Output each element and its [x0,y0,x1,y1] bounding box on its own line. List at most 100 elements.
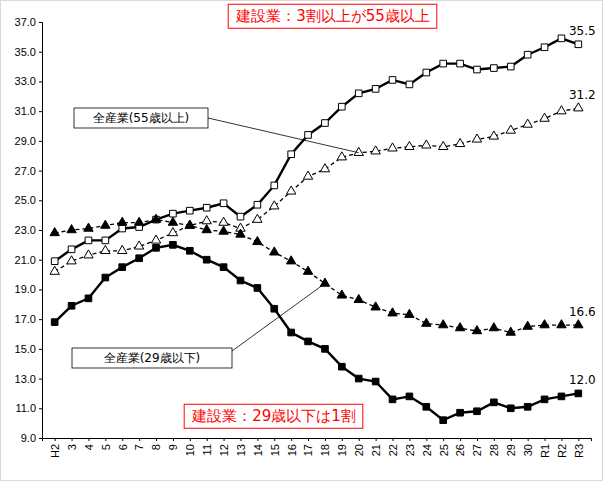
x-tick: 20 [353,438,365,456]
marker [303,266,312,274]
marker [286,186,295,194]
series-line [55,38,579,261]
x-tick-mark [443,438,444,441]
marker [574,320,583,328]
marker [170,210,177,217]
annotation: 建設業：3割以上が55歳以上 [228,4,437,28]
marker [322,120,329,127]
background [1,1,603,481]
x-tick-mark [207,438,208,441]
marker [237,213,244,220]
y-tick: 9.0 [21,432,42,444]
marker [185,220,194,228]
x-tick-mark [325,438,326,441]
x-tick: 16 [286,438,298,456]
marker [439,320,448,328]
y-tick: 35.0 [15,46,42,58]
marker [474,66,481,73]
marker [574,103,583,111]
x-tick: 18 [319,438,331,456]
y-tick-label: 33.0 [15,75,36,87]
marker [523,119,532,127]
x-tick-label: 21 [370,444,382,456]
x-tick: 14 [252,438,264,456]
x-tick-label: 25 [438,444,450,456]
x-tick: 24 [421,438,433,456]
series-line [55,108,579,271]
marker [355,90,362,97]
marker [388,143,397,151]
x-tick: 9 [167,438,179,450]
y-tick-label: 17.0 [15,313,36,325]
x-tick-mark [190,438,191,441]
marker [220,200,227,207]
marker [557,106,566,114]
callout-text: 全産業(29歳以下) [104,351,201,365]
marker [491,399,498,406]
x-tick-label: 4 [83,444,95,450]
x-tick: 11 [201,438,213,455]
x-tick-mark [426,438,427,441]
x-tick: R3 [573,438,585,458]
x-tick-mark [139,438,140,441]
annotation: 建設業：29歳以下は1割 [184,404,363,428]
marker [118,245,127,253]
x-tick: 13 [235,438,247,456]
y-tick-label: 23.0 [15,224,36,236]
marker [575,390,582,397]
x-tick-label: 11 [201,444,213,455]
marker [134,241,143,249]
marker [119,225,126,232]
y-tick: 33.0 [15,75,42,87]
marker [472,134,481,142]
y-axis-line [39,23,43,439]
x-tick: R1 [539,438,551,458]
x-tick: 25 [438,438,450,456]
marker [51,319,58,326]
marker [423,69,430,76]
marker [507,63,514,70]
marker [491,65,498,72]
x-tick-mark [359,438,360,441]
x-tick-label: R3 [573,444,585,458]
x-tick-label: R1 [539,444,551,458]
y-tick-mark [39,200,42,201]
x-tick-label: R2 [556,444,568,458]
marker [354,147,363,155]
x-tick: 3 [66,438,78,450]
y-tick-mark [39,319,42,320]
x-tick-label: 17 [302,444,314,456]
x-tick: 30 [522,438,534,456]
marker [185,220,194,228]
x-tick-mark [105,438,106,441]
marker [406,393,413,400]
x-tick: 8 [150,438,162,450]
marker [541,44,548,51]
marker [423,403,430,410]
marker [203,204,210,211]
y-tick: 27.0 [15,165,42,177]
x-tick: 17 [302,438,314,456]
marker [270,247,279,255]
marker [153,245,160,252]
y-tick: 29.0 [15,135,42,147]
x-tick-mark [460,438,461,441]
x-tick-mark [257,438,258,441]
x-tick-mark [240,438,241,441]
marker [354,294,363,302]
marker [489,323,498,331]
y-tick-mark [39,141,42,142]
x-tick-label: 23 [404,444,416,456]
y-tick: 31.0 [15,105,42,117]
marker [305,132,312,139]
x-tick: 7 [133,438,145,450]
marker [557,320,566,328]
x-tick-mark [528,438,529,441]
x-tick-mark [561,438,562,441]
marker [203,256,210,263]
annotation-text: 建設業：3割以上が55歳以上 [235,7,430,25]
annotations: 建設業：3割以上が55歳以上建設業：29歳以下は1割 [184,4,437,428]
marker [286,256,295,264]
x-tick: 19 [336,438,348,456]
marker [67,256,76,264]
